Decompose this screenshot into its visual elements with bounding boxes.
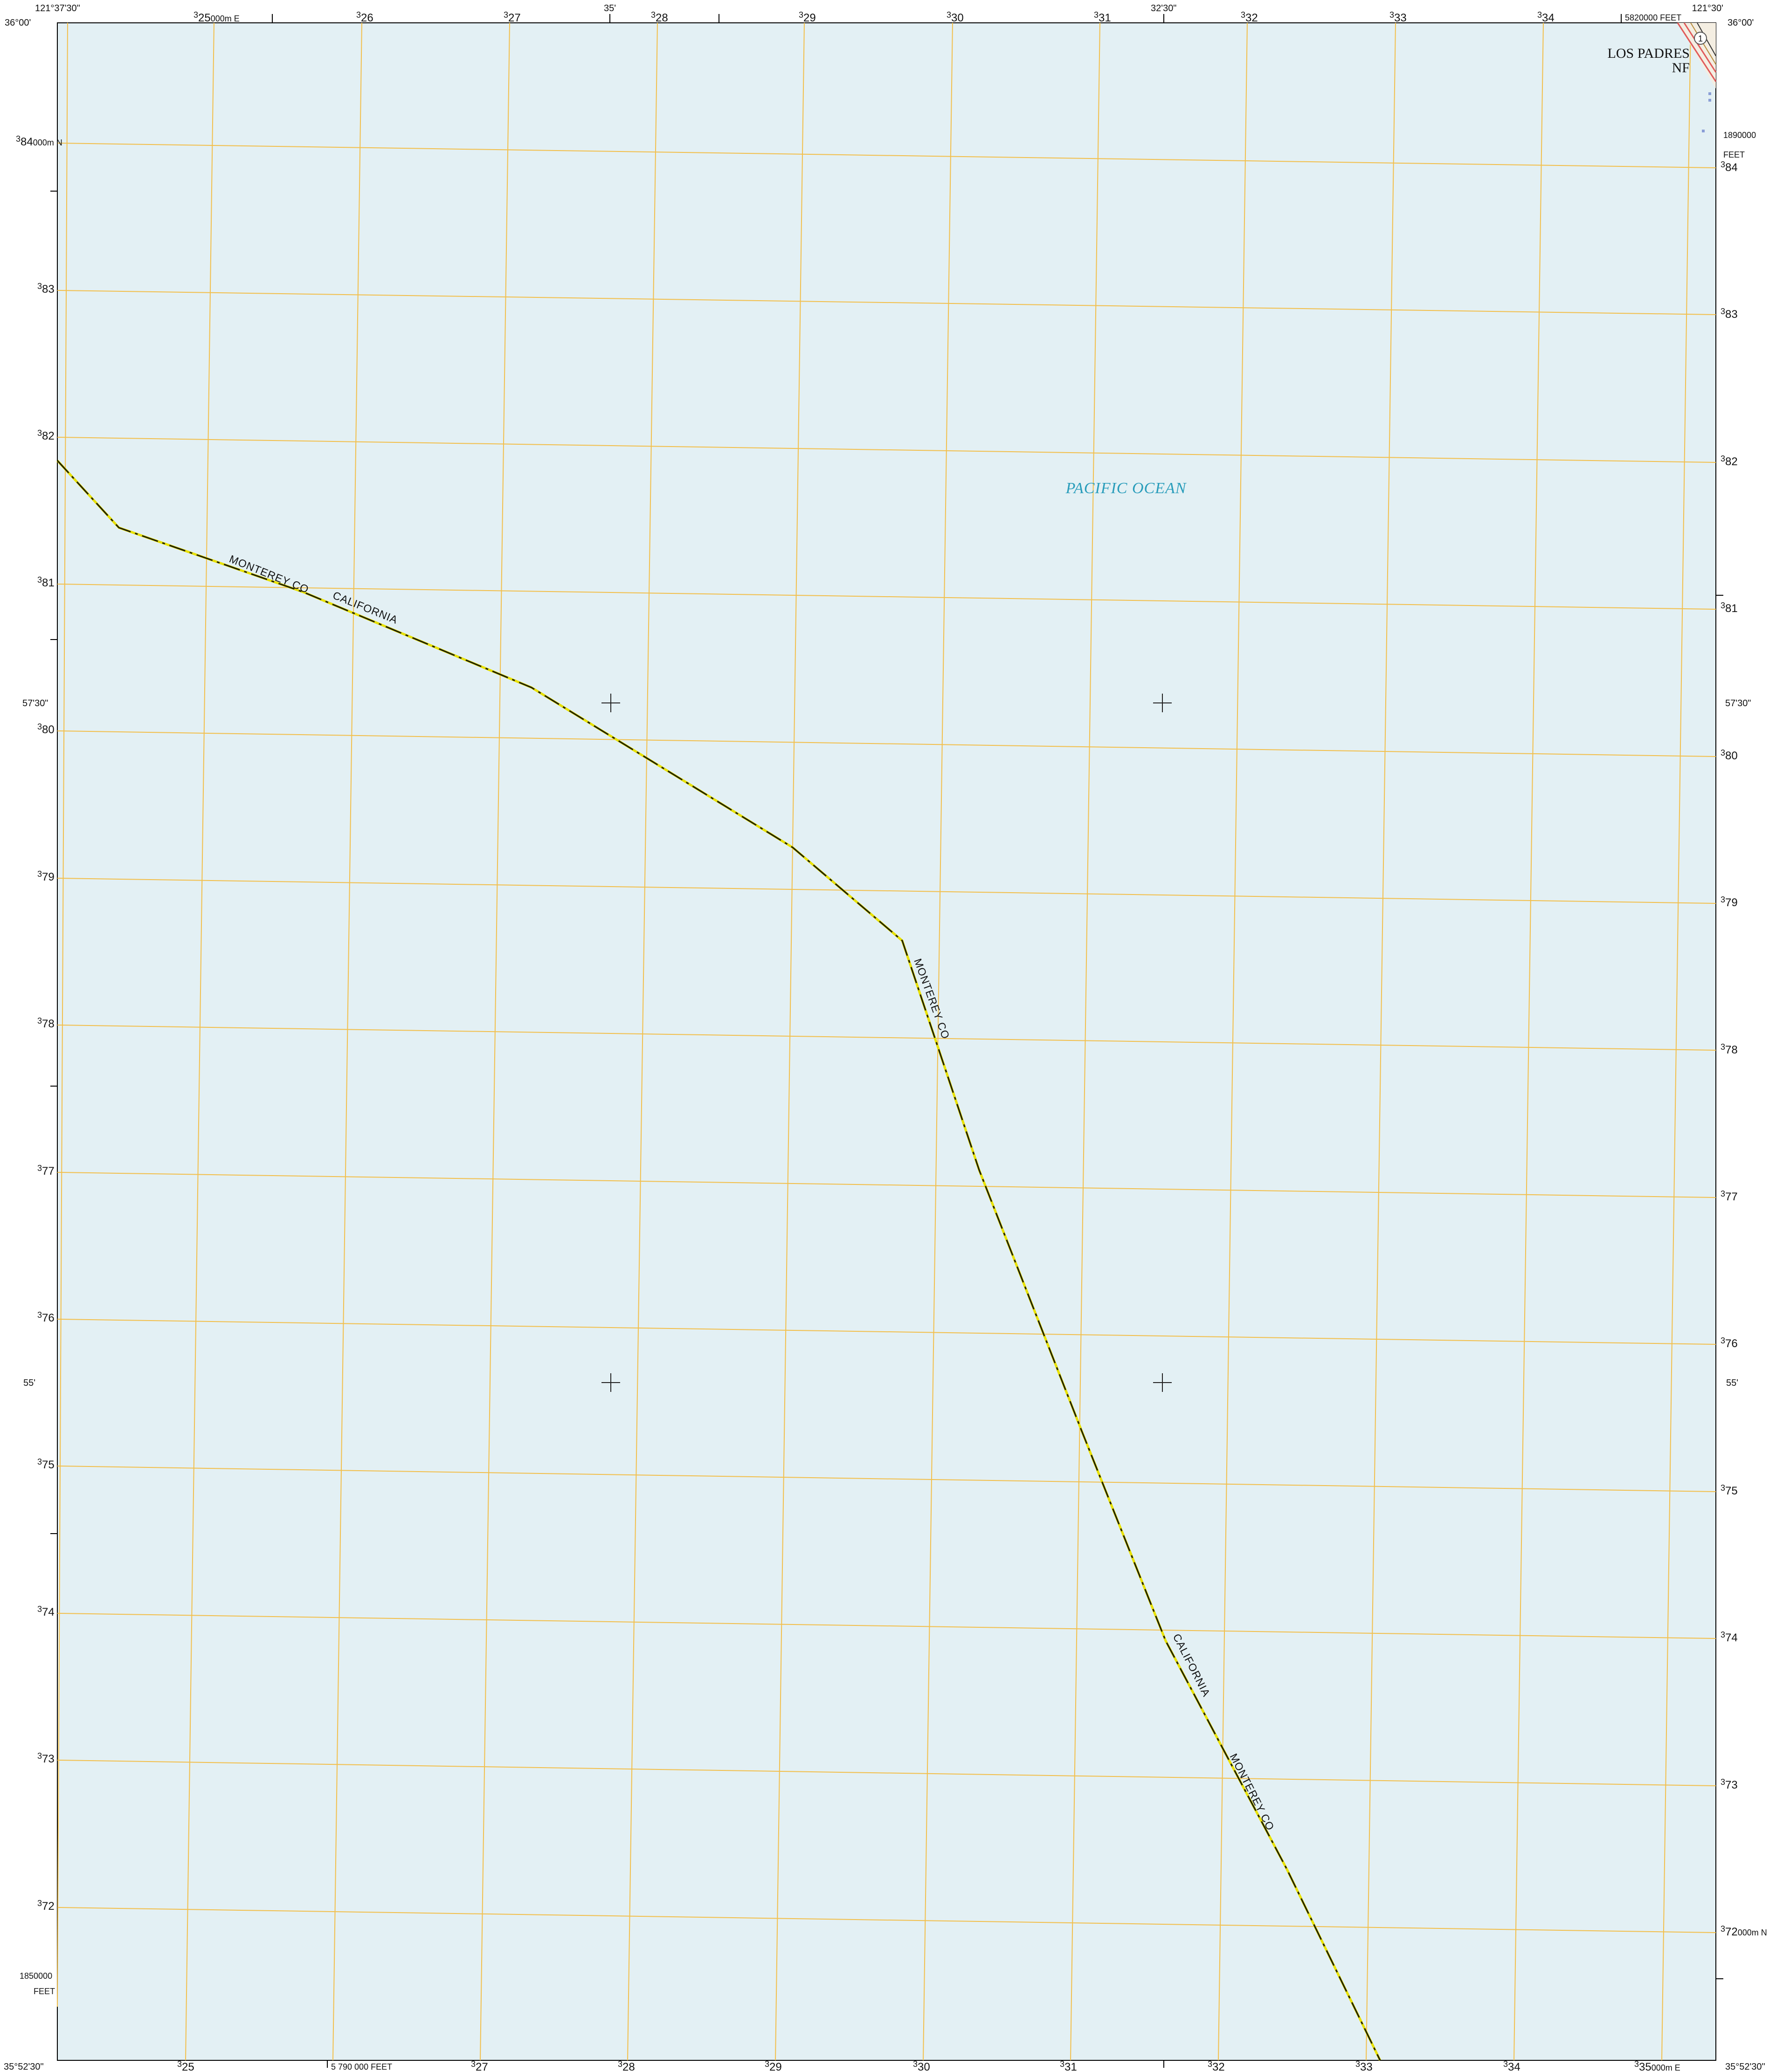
svg-text:FEET: FEET	[1723, 150, 1745, 159]
right-edge-labels: 1890000 FEET 384 383 382 381 57'30" 380 …	[1721, 131, 1767, 1938]
svg-text:325000m E: 325000m E	[194, 10, 240, 24]
frame-ticks	[50, 14, 1723, 2068]
route-shield-label: 1	[1698, 34, 1703, 43]
svg-text:35': 35'	[604, 3, 616, 14]
svg-text:374: 374	[37, 1604, 55, 1618]
svg-text:329: 329	[765, 2059, 782, 2072]
svg-text:383: 383	[37, 282, 55, 296]
svg-text:374: 374	[1721, 1630, 1738, 1644]
svg-text:384000m N: 384000m N	[16, 134, 62, 148]
svg-text:378: 378	[37, 1016, 55, 1030]
svg-text:5 790 000 FEET: 5 790 000 FEET	[331, 2062, 392, 2072]
svg-text:376: 376	[1721, 1336, 1738, 1350]
svg-text:327: 327	[504, 10, 521, 24]
svg-text:381: 381	[37, 575, 55, 589]
corner-top-right-lon: 121°30'	[1692, 3, 1723, 14]
corner-bottom-right-lat: 35°52'30"	[1725, 2062, 1765, 2072]
svg-text:327: 327	[471, 2059, 488, 2072]
utm-grid	[57, 22, 1716, 2061]
svg-text:1850000: 1850000	[20, 1971, 52, 1981]
svg-text:1890000: 1890000	[1723, 131, 1756, 140]
svg-text:328: 328	[618, 2059, 635, 2072]
svg-text:335000m E: 335000m E	[1634, 2059, 1680, 2072]
ocean-label: PACIFIC OCEAN	[1065, 480, 1187, 497]
svg-text:380: 380	[37, 722, 55, 736]
svg-text:377: 377	[1721, 1189, 1738, 1203]
svg-text:375: 375	[37, 1457, 55, 1471]
svg-text:57'30": 57'30"	[22, 698, 48, 709]
svg-text:379: 379	[37, 869, 55, 883]
corner-top-right-lat: 36°00'	[1728, 18, 1754, 28]
svg-text:384: 384	[1721, 160, 1738, 174]
svg-text:383: 383	[1721, 307, 1738, 321]
corner-bottom-left-lat: 35°52'30"	[4, 2062, 44, 2072]
svg-text:55': 55'	[1726, 1378, 1738, 1388]
svg-text:372: 372	[37, 1899, 55, 1913]
svg-text:329: 329	[799, 10, 816, 24]
svg-text:55': 55'	[23, 1378, 35, 1388]
svg-text:382: 382	[1721, 454, 1738, 468]
forest-label-line1: LOS PADRES	[1608, 46, 1690, 61]
svg-text:382: 382	[37, 428, 55, 442]
county-boundary-line	[56, 460, 1382, 2061]
corner-top-left-lat: 36°00'	[5, 18, 31, 28]
svg-text:372000m N: 372000m N	[1721, 1924, 1767, 1938]
svg-text:57'30": 57'30"	[1725, 698, 1751, 709]
svg-text:333: 333	[1355, 2059, 1373, 2072]
svg-text:377: 377	[37, 1163, 55, 1177]
svg-text:328: 328	[651, 10, 668, 24]
svg-text:376: 376	[37, 1310, 55, 1324]
svg-text:FEET: FEET	[34, 1987, 55, 1996]
svg-text:330: 330	[913, 2059, 930, 2072]
map-frame-water	[57, 22, 1716, 2061]
top-edge-labels: 325000m E 326 327 35' 328 329 330 331 32…	[194, 3, 1681, 24]
graticule-crosses	[601, 694, 1172, 1392]
svg-text:333: 333	[1389, 10, 1407, 24]
left-edge-labels: 384000m N 383 382 381 57'30" 380 379 378…	[16, 134, 62, 1996]
svg-text:334: 334	[1537, 10, 1555, 24]
svg-text:332: 332	[1241, 10, 1258, 24]
svg-text:32'30": 32'30"	[1151, 3, 1176, 14]
route-shield-icon	[1694, 32, 1707, 45]
svg-text:334: 334	[1503, 2059, 1520, 2072]
svg-text:330: 330	[947, 10, 964, 24]
svg-text:5820000 FEET: 5820000 FEET	[1625, 13, 1681, 22]
svg-text:378: 378	[1721, 1042, 1738, 1056]
svg-text:331: 331	[1060, 2059, 1077, 2072]
svg-text:380: 380	[1721, 748, 1738, 762]
svg-text:375: 375	[1721, 1483, 1738, 1497]
svg-text:379: 379	[1721, 895, 1738, 909]
highway-corner: 1	[1677, 22, 1717, 132]
forest-label-line2: NF	[1672, 60, 1690, 76]
corner-top-left-lon: 121°37'30"	[35, 3, 80, 14]
svg-text:373: 373	[1721, 1777, 1738, 1791]
svg-text:325: 325	[177, 2059, 194, 2072]
svg-text:373: 373	[37, 1751, 55, 1765]
svg-text:332: 332	[1208, 2059, 1225, 2072]
svg-text:331: 331	[1094, 10, 1111, 24]
svg-text:381: 381	[1721, 601, 1738, 615]
svg-text:326: 326	[356, 10, 373, 24]
bottom-edge-labels: 325 5 790 000 FEET 327 328 329 330 331 3…	[177, 2059, 1680, 2072]
